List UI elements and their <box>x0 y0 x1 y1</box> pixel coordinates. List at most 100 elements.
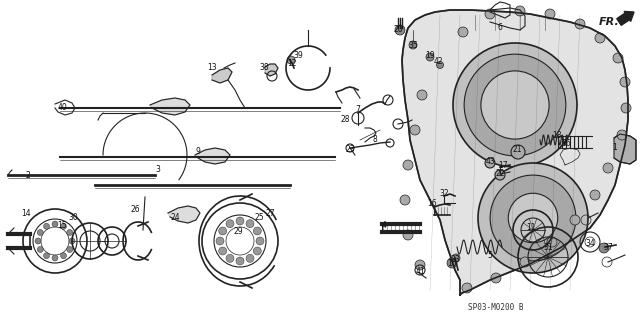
Text: 16: 16 <box>427 199 437 209</box>
Text: 22: 22 <box>495 168 505 177</box>
Text: FR.: FR. <box>599 17 620 27</box>
Circle shape <box>236 257 244 265</box>
Circle shape <box>570 215 580 225</box>
Text: 38: 38 <box>259 63 269 71</box>
Circle shape <box>508 193 557 243</box>
Circle shape <box>547 237 557 247</box>
Circle shape <box>417 90 427 100</box>
Circle shape <box>216 237 224 245</box>
Circle shape <box>545 9 555 19</box>
Text: SP03-M0200 B: SP03-M0200 B <box>468 303 524 313</box>
Circle shape <box>61 253 67 259</box>
Circle shape <box>253 247 261 255</box>
Text: 27: 27 <box>265 209 275 218</box>
Circle shape <box>410 125 420 135</box>
Circle shape <box>495 170 505 180</box>
Circle shape <box>613 53 623 63</box>
Text: 14: 14 <box>21 210 31 219</box>
Circle shape <box>256 237 264 245</box>
Circle shape <box>61 223 67 229</box>
Text: 19: 19 <box>425 50 435 60</box>
Circle shape <box>458 27 468 37</box>
Polygon shape <box>168 206 200 223</box>
Polygon shape <box>265 64 278 76</box>
Circle shape <box>44 223 49 229</box>
Circle shape <box>400 195 410 205</box>
Text: 25: 25 <box>254 213 264 222</box>
Circle shape <box>246 254 254 262</box>
Text: 12: 12 <box>287 58 297 68</box>
Text: 13: 13 <box>207 63 217 72</box>
Circle shape <box>44 253 49 259</box>
Circle shape <box>621 103 631 113</box>
Circle shape <box>415 260 425 270</box>
Circle shape <box>590 190 600 200</box>
Circle shape <box>67 247 73 253</box>
Text: 41: 41 <box>415 268 425 277</box>
Circle shape <box>219 227 227 235</box>
Text: 24: 24 <box>170 213 180 222</box>
Circle shape <box>485 158 495 168</box>
Text: 42: 42 <box>433 57 443 66</box>
Circle shape <box>409 41 417 49</box>
Circle shape <box>515 6 525 16</box>
Text: 30: 30 <box>68 213 78 222</box>
Text: 7: 7 <box>356 106 360 115</box>
Circle shape <box>575 19 585 29</box>
Text: 15: 15 <box>57 221 67 231</box>
Circle shape <box>462 283 472 293</box>
Circle shape <box>481 71 549 139</box>
Circle shape <box>226 220 234 228</box>
Circle shape <box>436 62 444 69</box>
Circle shape <box>478 163 588 273</box>
Polygon shape <box>402 10 628 295</box>
Circle shape <box>219 247 227 255</box>
Circle shape <box>395 25 405 35</box>
Text: 10: 10 <box>447 258 457 268</box>
Circle shape <box>403 230 413 240</box>
Text: 33: 33 <box>450 256 460 264</box>
FancyArrow shape <box>617 11 634 25</box>
Circle shape <box>490 175 576 261</box>
Circle shape <box>236 217 244 225</box>
Text: 4: 4 <box>381 221 387 231</box>
Text: 5: 5 <box>488 251 492 261</box>
Polygon shape <box>150 98 190 115</box>
Circle shape <box>595 33 605 43</box>
Text: 43: 43 <box>485 158 495 167</box>
Text: 31: 31 <box>543 243 553 253</box>
Text: 21: 21 <box>512 145 522 154</box>
Text: 6: 6 <box>497 23 502 32</box>
Polygon shape <box>212 68 232 83</box>
Text: 1: 1 <box>612 144 618 152</box>
Circle shape <box>453 43 577 167</box>
Circle shape <box>37 229 44 235</box>
Circle shape <box>491 273 501 283</box>
Circle shape <box>603 163 613 173</box>
Circle shape <box>69 238 75 244</box>
Circle shape <box>617 130 627 140</box>
Circle shape <box>447 258 457 268</box>
Circle shape <box>599 243 609 253</box>
Polygon shape <box>195 148 230 164</box>
Text: 11: 11 <box>526 224 536 233</box>
Circle shape <box>511 145 525 159</box>
Circle shape <box>52 255 58 261</box>
Text: 32: 32 <box>439 189 449 198</box>
Text: 17: 17 <box>498 160 508 169</box>
Text: 37: 37 <box>603 243 613 253</box>
Text: 9: 9 <box>196 147 200 157</box>
Circle shape <box>452 254 460 262</box>
Text: 35: 35 <box>408 41 418 49</box>
Circle shape <box>464 54 566 156</box>
Circle shape <box>426 53 434 61</box>
Circle shape <box>246 220 254 228</box>
Circle shape <box>226 254 234 262</box>
Text: 23: 23 <box>345 145 355 154</box>
Text: 36: 36 <box>561 138 571 147</box>
Circle shape <box>403 160 413 170</box>
Circle shape <box>520 257 530 267</box>
Text: 29: 29 <box>233 227 243 236</box>
Circle shape <box>287 56 295 64</box>
Circle shape <box>37 247 44 253</box>
